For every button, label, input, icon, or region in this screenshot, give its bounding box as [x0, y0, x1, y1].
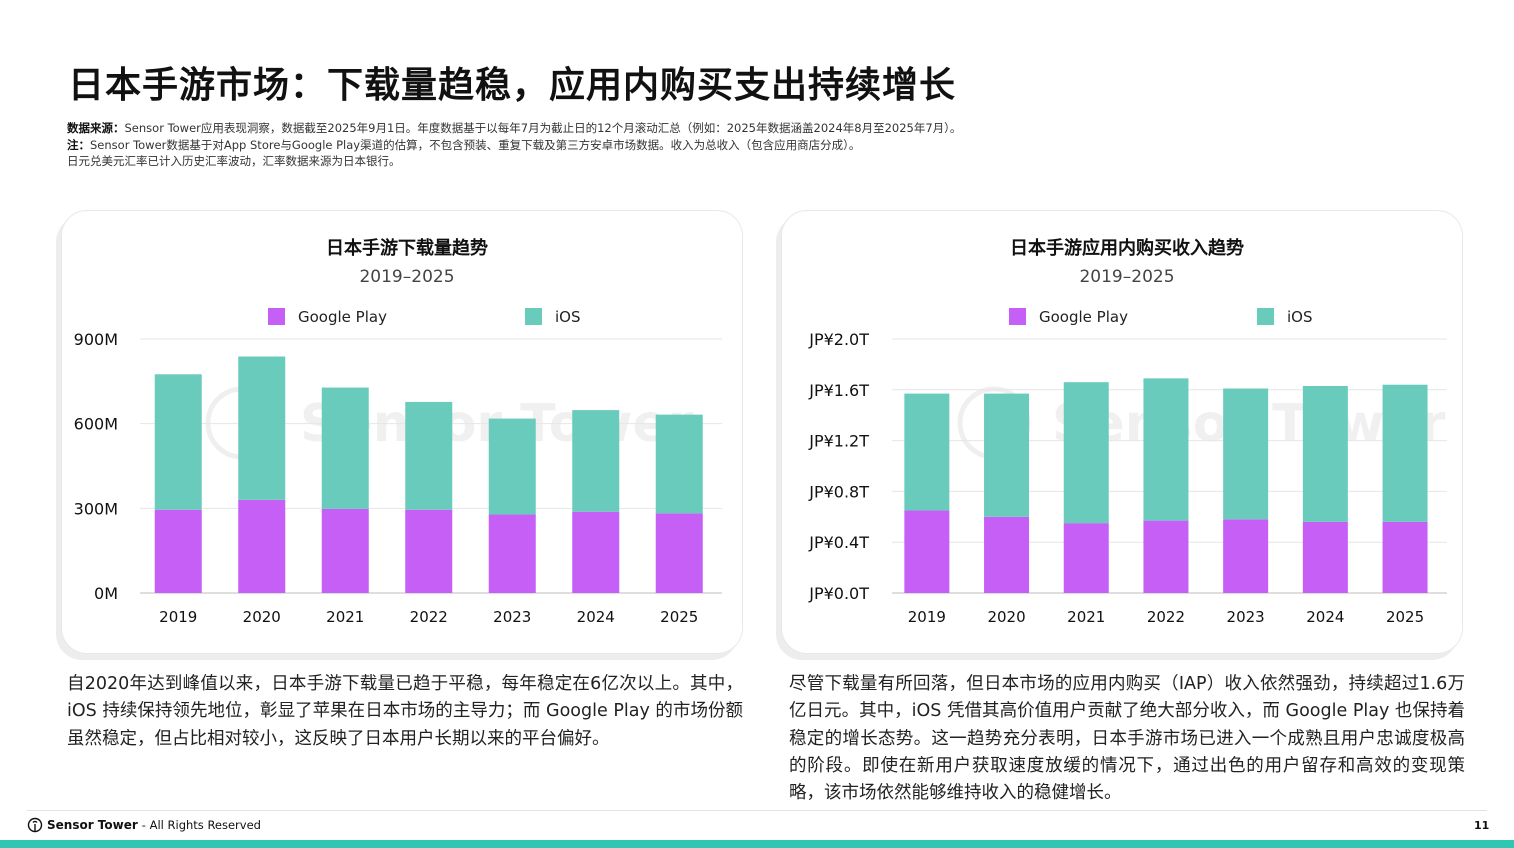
bar-google-play-2020: [984, 516, 1030, 593]
legend-label-ios: iOS: [555, 308, 581, 326]
legend-swatch-ios: [525, 308, 542, 325]
bar-google-play-2024: [572, 511, 620, 593]
bar-ios-2019: [904, 393, 950, 511]
bottom-accent-bar: [0, 840, 1514, 848]
x-tick-label: 2019: [908, 608, 946, 626]
bar-ios-2022: [405, 401, 453, 510]
x-tick-label: 2025: [660, 608, 698, 626]
bar-google-play-2024: [1302, 521, 1348, 593]
bar-google-play-2022: [405, 509, 453, 593]
note-line-fx: 日元兑美元汇率已计入历史汇率波动，汇率数据来源为日本银行。: [67, 153, 961, 170]
legend-swatch-google-play: [1009, 308, 1026, 325]
legend-label-google-play: Google Play: [298, 308, 387, 326]
footer-brand-name: Sensor Tower: [47, 818, 138, 832]
source-notes: 数据来源：Sensor Tower应用表现洞察，数据截至2025年9月1日。年度…: [67, 120, 961, 170]
revenue-commentary: 尽管下载量有所回落，但日本市场的应用内购买（IAP）收入依然强劲，持续超过1.6…: [789, 674, 1465, 804]
x-tick-label: 2025: [1386, 608, 1424, 626]
note-text: Sensor Tower数据基于对App Store与Google Play渠道…: [90, 137, 861, 152]
x-tick-label: 2019: [159, 608, 197, 626]
note-text: 日元兑美元汇率已计入历史汇率波动，汇率数据来源为日本银行。: [67, 154, 401, 168]
x-tick-label: 2024: [577, 608, 615, 626]
bar-google-play-2019: [904, 510, 950, 593]
iap-revenue-chart-card: Sensor Tower日本手游应用内购买收入趋势2019–2025Google…: [781, 210, 1463, 654]
bar-ios-2020: [984, 393, 1030, 517]
legend-swatch-ios: [1257, 308, 1274, 325]
downloads-commentary: 自2020年达到峰值以来，日本手游下载量已趋于平稳，每年稳定在6亿次以上。其中，…: [67, 674, 743, 749]
y-tick-label: 900M: [74, 330, 118, 349]
x-tick-label: 2022: [1147, 608, 1185, 626]
x-tick-label: 2021: [326, 608, 364, 626]
legend-label-ios: iOS: [1287, 308, 1313, 326]
y-tick-label: JP¥1.2T: [808, 432, 869, 451]
x-tick-label: 2023: [1227, 608, 1265, 626]
y-tick-label: JP¥0.0T: [808, 584, 869, 603]
note-label: 数据来源：: [67, 121, 125, 135]
footer-divider: [27, 810, 1487, 811]
y-tick-label: 0M: [94, 584, 118, 603]
chart-title: 日本手游应用内购买收入趋势: [1010, 237, 1244, 259]
chart-title: 日本手游下载量趋势: [326, 237, 488, 259]
note-line-remark: 注：Sensor Tower数据基于对App Store与Google Play…: [67, 137, 961, 154]
chart-subtitle: 2019–2025: [359, 267, 454, 287]
sensor-tower-logo-icon: [27, 817, 43, 833]
bar-google-play-2023: [488, 514, 536, 593]
legend-label-google-play: Google Play: [1039, 308, 1128, 326]
bar-ios-2019: [154, 374, 202, 510]
bar-ios-2025: [1382, 384, 1428, 522]
bar-google-play-2023: [1223, 519, 1269, 593]
bar-ios-2023: [488, 418, 536, 515]
y-tick-label: 300M: [74, 499, 118, 518]
bar-ios-2024: [572, 410, 620, 512]
x-tick-label: 2022: [410, 608, 448, 626]
x-tick-label: 2023: [493, 608, 531, 626]
y-tick-label: JP¥1.6T: [808, 381, 869, 400]
x-tick-label: 2021: [1067, 608, 1105, 626]
y-tick-label: JP¥0.4T: [808, 533, 869, 552]
bar-ios-2020: [238, 356, 286, 500]
bar-google-play-2019: [154, 509, 202, 593]
bar-google-play-2021: [1063, 523, 1109, 593]
legend-swatch-google-play: [268, 308, 285, 325]
note-line-source: 数据来源：Sensor Tower应用表现洞察，数据截至2025年9月1日。年度…: [67, 120, 961, 137]
note-label: 注：: [67, 137, 90, 152]
y-tick-label: JP¥2.0T: [808, 330, 869, 349]
footer-rights: - All Rights Reserved: [141, 818, 261, 832]
page-title: 日本手游市场：下载量趋稳，应用内购买支出持续增长: [68, 65, 957, 106]
footer-brand: Sensor Tower - All Rights Reserved: [27, 817, 261, 833]
y-tick-label: 600M: [74, 415, 118, 434]
x-tick-label: 2020: [243, 608, 281, 626]
iap-revenue-chart: Sensor Tower日本手游应用内购买收入趋势2019–2025Google…: [808, 237, 1447, 626]
bar-ios-2023: [1223, 388, 1269, 520]
bar-ios-2021: [321, 387, 369, 509]
page-number: 11: [1474, 819, 1490, 832]
bar-ios-2021: [1063, 382, 1109, 524]
bar-google-play-2025: [1382, 521, 1428, 593]
bar-google-play-2025: [655, 513, 703, 593]
x-tick-label: 2024: [1306, 608, 1344, 626]
chart-subtitle: 2019–2025: [1079, 267, 1174, 287]
note-text: Sensor Tower应用表现洞察，数据截至2025年9月1日。年度数据基于以…: [124, 121, 962, 135]
bar-ios-2024: [1302, 385, 1348, 522]
y-tick-label: JP¥0.8T: [808, 482, 869, 501]
bar-google-play-2020: [238, 499, 286, 593]
bar-google-play-2022: [1143, 520, 1189, 593]
bar-ios-2025: [655, 414, 703, 514]
bar-ios-2022: [1143, 378, 1189, 521]
x-tick-label: 2020: [987, 608, 1025, 626]
bar-google-play-2021: [321, 508, 369, 593]
